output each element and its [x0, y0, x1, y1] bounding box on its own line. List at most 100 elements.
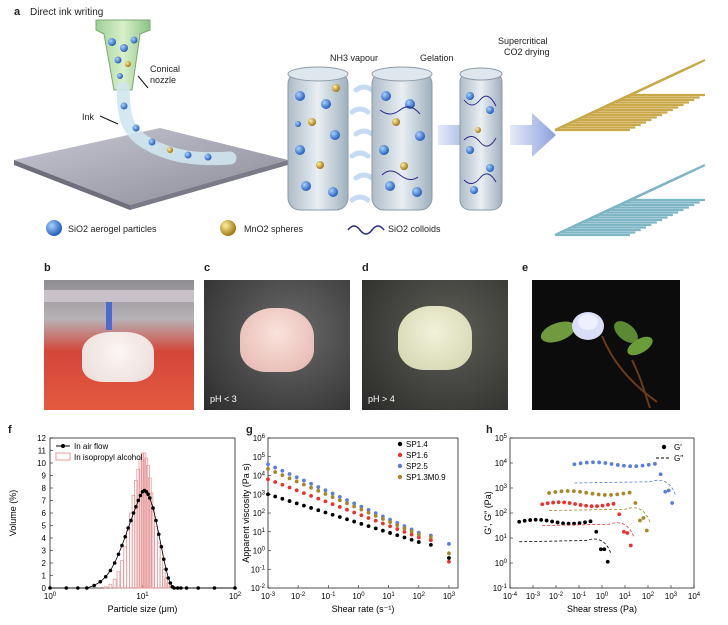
- point-gprime-sp1.4: [544, 518, 549, 523]
- point-sp1.4: [409, 537, 414, 542]
- line-gdoubleprime-sp1.3m0.9: [549, 507, 651, 524]
- point-sp2.5: [337, 494, 342, 499]
- filament-cylinder-initial: [287, 66, 349, 211]
- conical-nozzle: [95, 19, 151, 91]
- point-air-flow: [151, 506, 155, 510]
- point-sp2.5: [352, 501, 357, 506]
- point-sp1.6: [287, 485, 292, 490]
- bar-ipa: [166, 582, 171, 589]
- point-gprime-sp2.5: [591, 460, 595, 465]
- point-gprime-sp2.5: [609, 462, 614, 466]
- point-sp2.5: [273, 465, 278, 470]
- point-gprime-sp2.5: [653, 461, 657, 466]
- y-tick-label: 7: [42, 497, 47, 506]
- point-gprime-sp1.3m0.9: [565, 489, 570, 493]
- point-gprime-sp1.3m0.9: [590, 491, 595, 496]
- bar-ipa: [134, 480, 138, 589]
- point-gprime-sp1.3m0.9: [633, 501, 638, 505]
- point-gprime-sp1.6: [540, 502, 545, 507]
- x-tick-label: 102: [413, 592, 426, 601]
- point-gprime-sp1.3m0.9: [609, 493, 613, 497]
- x-axis-label: Shear stress (Pa): [567, 604, 637, 614]
- point-sp1.6: [302, 491, 306, 495]
- point-sp1.4: [302, 503, 306, 508]
- sio2-aerogel-particle-icon: [46, 220, 62, 236]
- point-sp1.4: [447, 556, 451, 560]
- y-tick-label: 6: [42, 509, 47, 518]
- point-gprime-sp1.6: [589, 504, 594, 509]
- point-gprime-sp2.5: [572, 462, 577, 467]
- x-tick-label: 102: [642, 592, 655, 601]
- point-sp1.6: [352, 510, 357, 515]
- point-sp1.3m0.9: [380, 517, 385, 521]
- x-tick-label: 100: [44, 592, 57, 601]
- point-sp1.3m0.9: [294, 479, 299, 484]
- x-tick-label: 104: [688, 592, 701, 601]
- point-gprime-sp1.3m0.9: [641, 516, 646, 520]
- point-gprime-sp1.3m0.9: [638, 518, 642, 523]
- point-sp1.3m0.9: [316, 488, 321, 493]
- nozzle-particles: [108, 36, 212, 161]
- drying-arrow: [510, 113, 556, 157]
- point-gprime-sp2.5: [584, 460, 589, 465]
- bar-ipa: [161, 568, 166, 589]
- point-sp1.3m0.9: [302, 482, 306, 487]
- point-sp1.3m0.9: [287, 476, 292, 481]
- point-sp1.3m0.9: [409, 529, 414, 534]
- point-sp1.4: [373, 526, 378, 531]
- point-gprime-sp1.6: [567, 501, 572, 505]
- point-sp1.3m0.9: [337, 498, 342, 503]
- point-air-flow: [136, 498, 141, 503]
- point-air-flow: [172, 586, 176, 590]
- point-air-flow: [98, 579, 103, 584]
- y-tick-label: 2: [42, 559, 47, 568]
- point-sp2.5: [359, 504, 364, 509]
- point-sp1.4: [294, 501, 299, 506]
- bar-ipa: [136, 468, 141, 589]
- lattice-blue: [554, 164, 706, 237]
- point-sp1.3m0.9: [388, 520, 392, 524]
- panel-c-label: c: [204, 262, 211, 274]
- point-gprime-sp2.5: [603, 461, 608, 465]
- point-gprime-sp1.3m0.9: [615, 492, 620, 497]
- y-tick-label: 104: [253, 472, 266, 481]
- point-sp1.3m0.9: [416, 532, 421, 537]
- point-sp2.5: [294, 475, 299, 480]
- point-gprime-sp1.6: [600, 503, 605, 508]
- point-sp1.4: [359, 521, 364, 526]
- point-air-flow: [146, 492, 150, 497]
- bar-ipa: [112, 578, 117, 589]
- panel-h-label: h: [486, 424, 493, 436]
- x-tick-label: 100: [596, 592, 609, 601]
- point-air-flow: [212, 586, 217, 590]
- point-gprime-sp1.6: [595, 504, 599, 509]
- photo-flower-ph-high: pH > 4: [362, 280, 508, 410]
- point-sp1.3m0.9: [345, 501, 349, 506]
- y-axis-label: G′, G″ (Pa): [484, 491, 493, 534]
- point-sp1.4: [280, 496, 285, 501]
- y-tick-label: 1: [42, 572, 47, 581]
- x-axis-label: Particle size (μm): [108, 604, 178, 614]
- point-gprime-sp1.3m0.9: [621, 491, 626, 496]
- legend-ipa: In isopropyl alcohol: [74, 453, 143, 462]
- point-air-flow: [179, 586, 183, 590]
- point-sp2.5: [345, 498, 349, 502]
- point-sp2.5: [447, 542, 451, 546]
- point-gprime-sp1.4: [528, 518, 533, 522]
- panel-a-label: a: [14, 6, 21, 18]
- y-tick-label: 5: [42, 522, 47, 531]
- x-tick-label: 101: [136, 592, 149, 601]
- bar-ipa: [123, 546, 127, 589]
- point-air-flow: [129, 518, 133, 523]
- y-tick-label: 10: [37, 459, 46, 468]
- y-tick-label: 101: [495, 534, 508, 543]
- point-gprime-sp2.5: [646, 462, 651, 467]
- legend-marker: [397, 463, 403, 469]
- legend-sio2-particles: SiO2 aerogel particles: [68, 224, 157, 234]
- point-sp1.6: [359, 513, 364, 518]
- point-sp1.6: [409, 532, 414, 537]
- caption-ph-high: pH > 4: [368, 394, 395, 404]
- panel-e-label: e: [522, 262, 529, 274]
- point-air-flow: [134, 504, 138, 509]
